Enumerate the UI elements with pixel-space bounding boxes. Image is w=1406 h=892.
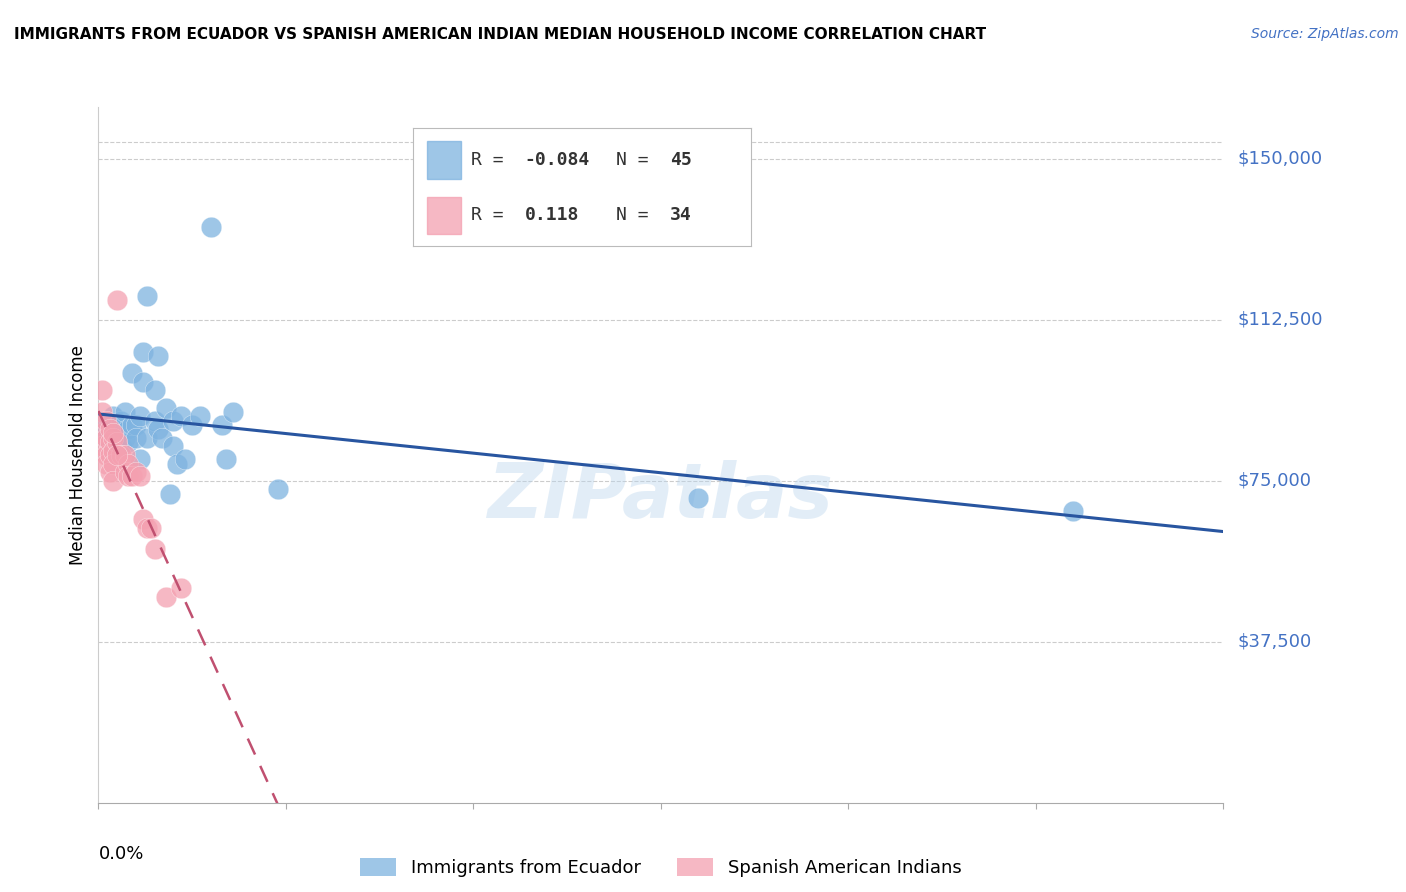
Point xyxy=(94,457,117,471)
Point xyxy=(105,448,128,462)
Text: Source: ZipAtlas.com: Source: ZipAtlas.com xyxy=(1251,27,1399,41)
Text: 0.0%: 0.0% xyxy=(98,845,143,863)
Text: N =: N = xyxy=(616,206,659,225)
Point xyxy=(105,435,128,450)
Point xyxy=(103,426,125,441)
Text: $75,000: $75,000 xyxy=(1237,472,1312,490)
Point xyxy=(136,521,159,535)
Point xyxy=(121,469,143,483)
Point xyxy=(110,448,132,462)
Point xyxy=(166,457,188,471)
Text: -0.084: -0.084 xyxy=(524,151,591,169)
Point xyxy=(1062,504,1084,518)
Point xyxy=(267,483,290,497)
Point xyxy=(103,431,125,445)
Point xyxy=(136,289,159,303)
Text: R =: R = xyxy=(471,206,524,225)
Point xyxy=(91,417,114,432)
Point xyxy=(91,439,114,453)
Point xyxy=(117,469,139,483)
Point xyxy=(91,405,114,419)
Text: R =: R = xyxy=(471,151,515,169)
Point xyxy=(222,405,245,419)
Point xyxy=(211,417,233,432)
Point xyxy=(128,452,150,467)
Point xyxy=(94,431,117,445)
Point xyxy=(200,220,222,235)
Text: 0.118: 0.118 xyxy=(524,206,579,225)
Point xyxy=(98,465,121,479)
Point xyxy=(121,417,143,432)
Point xyxy=(94,448,117,462)
Point xyxy=(103,443,125,458)
Point xyxy=(170,581,193,595)
Point xyxy=(173,452,195,467)
Point xyxy=(181,417,204,432)
Point xyxy=(136,431,159,445)
Point xyxy=(98,448,121,462)
Point xyxy=(125,431,148,445)
Point xyxy=(155,401,177,415)
Point xyxy=(117,435,139,450)
Point xyxy=(103,457,125,471)
Point xyxy=(110,439,132,453)
Point xyxy=(128,409,150,424)
Point xyxy=(98,435,121,450)
Point xyxy=(105,417,128,432)
Point xyxy=(121,367,143,381)
Point xyxy=(143,384,166,398)
Point xyxy=(117,457,139,471)
Point xyxy=(117,422,139,436)
Point xyxy=(162,413,184,427)
Point xyxy=(94,413,117,427)
Point xyxy=(132,512,155,526)
Point xyxy=(143,413,166,427)
Point xyxy=(148,349,170,363)
Point xyxy=(98,435,121,450)
Point xyxy=(162,439,184,453)
Point xyxy=(98,422,121,436)
Point xyxy=(114,465,136,479)
Point xyxy=(105,435,128,450)
Point xyxy=(132,344,155,359)
Point xyxy=(148,422,170,436)
Point xyxy=(94,431,117,445)
Point xyxy=(150,431,173,445)
Legend: Immigrants from Ecuador, Spanish American Indians: Immigrants from Ecuador, Spanish America… xyxy=(360,858,962,877)
Point xyxy=(125,417,148,432)
Point xyxy=(91,426,114,441)
Point xyxy=(114,431,136,445)
Point xyxy=(98,417,121,432)
Point xyxy=(132,375,155,389)
Point xyxy=(139,521,162,535)
Y-axis label: Median Household Income: Median Household Income xyxy=(69,345,87,565)
Bar xyxy=(427,141,461,178)
Point xyxy=(114,405,136,419)
Point xyxy=(91,384,114,398)
Text: $150,000: $150,000 xyxy=(1237,150,1323,168)
Text: IMMIGRANTS FROM ECUADOR VS SPANISH AMERICAN INDIAN MEDIAN HOUSEHOLD INCOME CORRE: IMMIGRANTS FROM ECUADOR VS SPANISH AMERI… xyxy=(14,27,986,42)
Point xyxy=(103,474,125,488)
Text: $112,500: $112,500 xyxy=(1237,310,1323,328)
Point xyxy=(188,409,211,424)
Text: N =: N = xyxy=(616,151,659,169)
Point xyxy=(170,409,193,424)
Point xyxy=(114,448,136,462)
Point xyxy=(103,426,125,441)
Point xyxy=(159,486,181,500)
Text: $37,500: $37,500 xyxy=(1237,632,1312,651)
Point xyxy=(128,469,150,483)
Text: ZIPatlas: ZIPatlas xyxy=(488,459,834,533)
Point xyxy=(103,409,125,424)
Point xyxy=(125,465,148,479)
Point xyxy=(688,491,710,505)
Point xyxy=(155,590,177,604)
Text: 34: 34 xyxy=(669,206,692,225)
Text: 45: 45 xyxy=(669,151,692,169)
Bar xyxy=(427,196,461,235)
Point xyxy=(110,413,132,427)
Point xyxy=(105,293,128,308)
Point xyxy=(143,542,166,557)
Point xyxy=(215,452,238,467)
